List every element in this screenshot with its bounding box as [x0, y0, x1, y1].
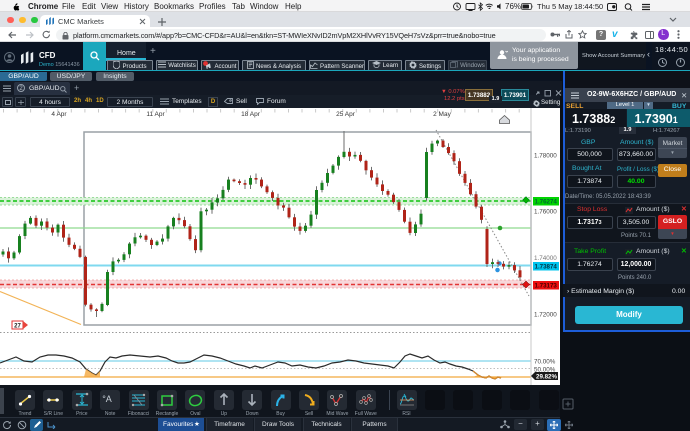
- svg-text:1.78000: 1.78000: [534, 153, 557, 160]
- svg-text:18 Apr: 18 Apr: [241, 111, 261, 118]
- svg-text:70.00%: 70.00%: [534, 359, 556, 366]
- svg-text:29.82%: 29.82%: [536, 374, 557, 381]
- svg-text:1.73173: 1.73173: [535, 283, 558, 290]
- svg-text:1.72000: 1.72000: [534, 312, 557, 319]
- svg-text:25 Apr: 25 Apr: [336, 111, 356, 118]
- svg-text:1.73874: 1.73874: [535, 264, 558, 271]
- svg-text:27: 27: [14, 324, 21, 330]
- svg-text:1.74000: 1.74000: [534, 255, 557, 262]
- svg-text:50.00%: 50.00%: [534, 367, 556, 374]
- svg-text:4 Apr: 4 Apr: [51, 111, 67, 118]
- svg-text:11 Apr: 11 Apr: [146, 111, 165, 118]
- svg-text:2 May: 2 May: [433, 111, 451, 118]
- svg-text:1.76000: 1.76000: [534, 209, 557, 216]
- svg-text:1.76274: 1.76274: [535, 199, 558, 206]
